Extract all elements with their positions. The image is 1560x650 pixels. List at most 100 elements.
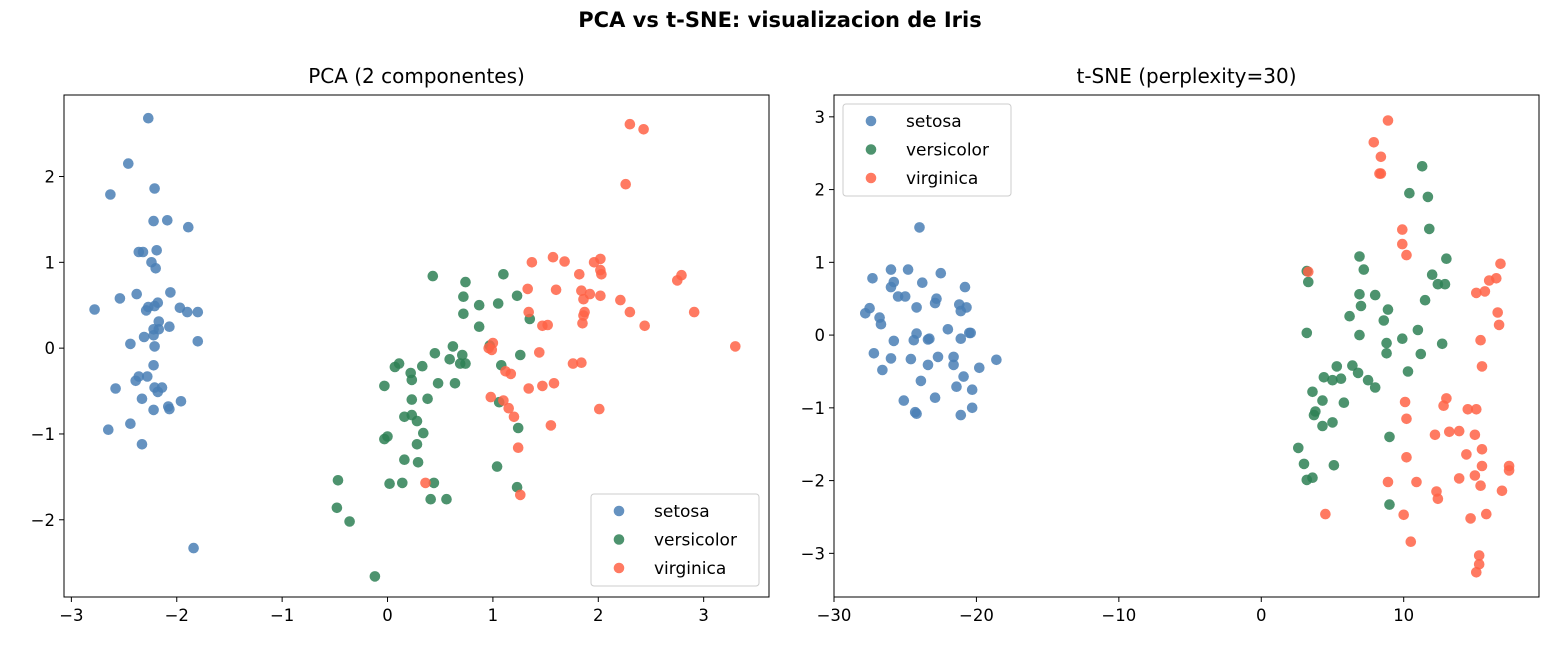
data-point	[911, 302, 922, 313]
legend-box	[590, 493, 760, 587]
data-point	[578, 310, 589, 321]
x-tick-label: −2	[165, 606, 189, 625]
data-point	[547, 251, 559, 263]
data-point	[1338, 397, 1350, 409]
data-point	[1503, 465, 1515, 476]
data-point	[908, 334, 920, 346]
data-point	[491, 461, 503, 472]
data-point	[422, 393, 433, 405]
data-point	[1401, 413, 1412, 425]
chart-title: PCA (2 componentes)	[308, 64, 525, 88]
data-point	[1465, 513, 1476, 524]
data-point	[542, 319, 553, 331]
data-point	[1362, 374, 1374, 386]
data-point	[1476, 444, 1488, 455]
data-point	[1344, 310, 1355, 322]
data-point	[1469, 470, 1481, 481]
data-point	[1441, 253, 1452, 264]
data-point	[1293, 442, 1304, 454]
data-point	[1397, 238, 1408, 250]
chart-1: t-SNE (perplexity=30)−30 −20 −10 0 10−3−2−10…	[801, 64, 1540, 625]
data-point	[1461, 449, 1472, 460]
data-point	[1378, 315, 1390, 326]
data-point	[143, 112, 154, 124]
data-point	[511, 290, 523, 302]
data-point	[136, 439, 148, 450]
data-point	[545, 420, 557, 431]
data-point	[369, 571, 381, 582]
series-virginica	[420, 118, 741, 501]
data-point	[505, 368, 517, 380]
legend-marker	[865, 172, 877, 184]
data-point	[1436, 338, 1448, 350]
data-point	[1369, 382, 1381, 393]
data-point	[639, 320, 650, 332]
y-tick-label: −2	[801, 472, 825, 491]
x-tick-label: −1	[270, 606, 294, 625]
data-point	[151, 245, 162, 256]
data-point	[1422, 191, 1434, 203]
legend-marker	[865, 144, 877, 155]
legend-label: virginica	[654, 559, 726, 579]
x-tick-label: 0	[382, 606, 393, 625]
data-point	[473, 299, 485, 311]
data-point	[428, 477, 440, 489]
data-point	[1355, 300, 1367, 312]
y-tick-label: 2	[45, 168, 56, 187]
legend-marker	[613, 562, 625, 574]
data-point	[192, 336, 204, 347]
data-point	[615, 294, 626, 306]
data-point	[1358, 264, 1370, 275]
data-point	[492, 298, 504, 309]
data-point	[512, 442, 524, 454]
data-point	[344, 516, 355, 527]
data-point	[1401, 249, 1412, 261]
data-point	[1412, 324, 1424, 336]
data-point	[417, 360, 428, 372]
data-point	[441, 493, 452, 505]
data-point	[1320, 508, 1331, 520]
x-tick-label: −10	[1101, 606, 1136, 625]
data-point	[332, 475, 344, 486]
data-point	[1483, 275, 1495, 286]
data-point	[1347, 360, 1358, 371]
data-point	[1384, 431, 1395, 443]
data-point	[486, 344, 498, 356]
legend-label: setosa	[654, 502, 710, 522]
data-point	[1432, 278, 1444, 290]
data-point	[1382, 476, 1394, 488]
data-point	[867, 273, 878, 284]
data-point	[379, 433, 390, 445]
data-point	[1496, 485, 1508, 497]
data-point	[379, 380, 390, 392]
data-point	[473, 321, 485, 333]
data-point	[965, 327, 976, 339]
data-point	[411, 439, 423, 450]
data-point	[991, 354, 1002, 366]
data-point	[460, 276, 471, 288]
data-point	[522, 283, 533, 295]
data-point	[105, 189, 116, 200]
data-point	[974, 362, 985, 374]
legend-label: virginica	[906, 169, 978, 189]
data-point	[1495, 258, 1506, 270]
data-point	[515, 489, 526, 501]
data-point	[576, 357, 587, 369]
data-point	[138, 331, 150, 343]
x-tick-label: 10	[1393, 606, 1414, 625]
data-point	[1444, 426, 1455, 438]
data-point	[1405, 536, 1417, 547]
data-point	[574, 269, 585, 280]
data-point	[899, 291, 911, 302]
data-point	[162, 215, 173, 226]
data-point	[1375, 168, 1387, 179]
data-point	[384, 478, 395, 490]
data-point	[1415, 348, 1427, 360]
data-point	[1471, 404, 1482, 415]
data-point	[444, 354, 456, 365]
data-point	[567, 358, 579, 369]
data-point	[1381, 348, 1392, 359]
x-tick-label: 1	[488, 606, 499, 625]
data-point	[1382, 304, 1394, 315]
data-point	[331, 502, 343, 514]
